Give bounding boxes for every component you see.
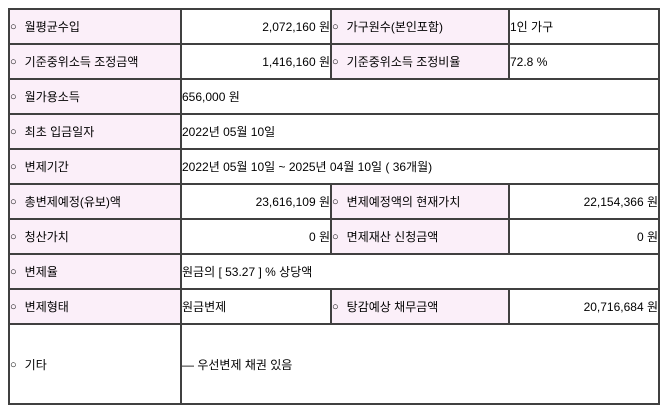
label-text: 청산가치 bbox=[24, 230, 69, 244]
label-cell-misc: ○ 기타 bbox=[8, 323, 182, 405]
label-cell-repayment-period: ○ 변제기간 bbox=[8, 148, 182, 185]
label-text: 면제재산 신청금액 bbox=[346, 230, 439, 244]
value-cell-median-income-ratio: 72.8 % bbox=[508, 43, 660, 80]
label-cell-expected-forgiven-debt: ○ 탕감예상 채무금액 bbox=[330, 288, 510, 325]
value-cell-repayment-period: 2022년 05월 10일 ~ 2025년 04월 10일 ( 36개월) bbox=[180, 148, 660, 185]
value-cell-repayment-type: 원금변제 bbox=[180, 288, 332, 325]
table-row-disposable-income: ○ 월가용소득 656,000 원 bbox=[8, 78, 660, 115]
circle-bullet-icon: ○ bbox=[10, 56, 17, 68]
circle-bullet-icon: ○ bbox=[10, 266, 17, 278]
value-cell-exempt-property: 0 원 bbox=[508, 218, 660, 255]
label-cell-median-income-amount: ○ 기준중위소득 조정금액 bbox=[8, 43, 182, 80]
label-text: 기준중위소득 조정금액 bbox=[24, 55, 139, 69]
label-text: 변제기간 bbox=[24, 160, 69, 174]
label-text: 최초 입금일자 bbox=[24, 125, 95, 139]
circle-bullet-icon: ○ bbox=[10, 21, 17, 33]
table-row-repayment-period: ○ 변제기간 2022년 05월 10일 ~ 2025년 04월 10일 ( 36… bbox=[8, 148, 660, 185]
value-cell-liquidation-value: 0 원 bbox=[180, 218, 332, 255]
circle-bullet-icon: ○ bbox=[332, 21, 339, 33]
table-row-repayment-rate: ○ 변제율 원금의 [ 53.27 ] % 상당액 bbox=[8, 253, 660, 290]
circle-bullet-icon: ○ bbox=[10, 231, 17, 243]
label-cell-repayment-rate: ○ 변제율 bbox=[8, 253, 182, 290]
label-text: 변제형태 bbox=[24, 300, 69, 314]
label-text: 총변제예정(유보)액 bbox=[24, 195, 121, 209]
circle-bullet-icon: ○ bbox=[332, 301, 339, 313]
label-cell-median-income-ratio: ○ 기준중위소득 조정비율 bbox=[330, 43, 510, 80]
label-text: 가구원수(본인포함) bbox=[346, 20, 443, 34]
table-row-liquidation-value: ○ 청산가치 0 원 ○ 면제재산 신청금액 0 원 bbox=[8, 218, 660, 255]
table-row-first-deposit-date: ○ 최초 입금일자 2022년 05월 10일 bbox=[8, 113, 660, 150]
label-text: 기준중위소득 조정비율 bbox=[346, 55, 461, 69]
value-cell-repayment-rate: 원금의 [ 53.27 ] % 상당액 bbox=[180, 253, 660, 290]
table-row-median-income-adjusted: ○ 기준중위소득 조정금액 1,416,160 원 ○ 기준중위소득 조정비율 72… bbox=[8, 43, 660, 80]
circle-bullet-icon: ○ bbox=[10, 196, 17, 208]
value-cell-total-planned-repayment: 23,616,109 원 bbox=[180, 183, 332, 220]
table-row-total-planned-repayment: ○ 총변제예정(유보)액 23,616,109 원 ○ 변제예정액의 현재가치 22… bbox=[8, 183, 660, 220]
label-cell-household-size: ○ 가구원수(본인포함) bbox=[330, 8, 510, 45]
label-cell-monthly-income: ○ 월평균수입 bbox=[8, 8, 182, 45]
value-cell-household-size: 1인 가구 bbox=[508, 8, 660, 45]
label-text: 변제율 bbox=[24, 265, 58, 279]
value-cell-first-deposit-date: 2022년 05월 10일 bbox=[180, 113, 660, 150]
circle-bullet-icon: ○ bbox=[10, 301, 17, 313]
label-text: 탕감예상 채무금액 bbox=[346, 300, 439, 314]
value-cell-median-income-amount: 1,416,160 원 bbox=[180, 43, 332, 80]
value-cell-misc: ― 우선변제 채권 있음 bbox=[180, 323, 660, 405]
label-cell-first-deposit-date: ○ 최초 입금일자 bbox=[8, 113, 182, 150]
circle-bullet-icon: ○ bbox=[10, 358, 17, 371]
label-text: 월가용소득 bbox=[24, 90, 80, 104]
label-cell-exempt-property: ○ 면제재산 신청금액 bbox=[330, 218, 510, 255]
circle-bullet-icon: ○ bbox=[10, 126, 17, 138]
repayment-plan-table: ○ 월평균수입 2,072,160 원 ○ 가구원수(본인포함) 1인 가구 ○ 기준… bbox=[8, 8, 660, 405]
label-text: 월평균수입 bbox=[24, 20, 80, 34]
value-cell-present-value: 22,154,366 원 bbox=[508, 183, 660, 220]
label-cell-total-planned-repayment: ○ 총변제예정(유보)액 bbox=[8, 183, 182, 220]
circle-bullet-icon: ○ bbox=[332, 56, 339, 68]
table-row-monthly-income: ○ 월평균수입 2,072,160 원 ○ 가구원수(본인포함) 1인 가구 bbox=[8, 8, 660, 45]
circle-bullet-icon: ○ bbox=[332, 196, 339, 208]
circle-bullet-icon: ○ bbox=[10, 91, 17, 103]
value-cell-disposable-income: 656,000 원 bbox=[180, 78, 660, 115]
circle-bullet-icon: ○ bbox=[10, 161, 17, 173]
value-cell-expected-forgiven-debt: 20,716,684 원 bbox=[508, 288, 660, 325]
label-cell-present-value: ○ 변제예정액의 현재가치 bbox=[330, 183, 510, 220]
table-row-repayment-type: ○ 변제형태 원금변제 ○ 탕감예상 채무금액 20,716,684 원 bbox=[8, 288, 660, 325]
label-text: 변제예정액의 현재가치 bbox=[346, 195, 461, 209]
label-text: 기타 bbox=[24, 357, 47, 372]
label-cell-liquidation-value: ○ 청산가치 bbox=[8, 218, 182, 255]
table-row-misc: ○ 기타 ― 우선변제 채권 있음 bbox=[8, 323, 660, 405]
label-cell-repayment-type: ○ 변제형태 bbox=[8, 288, 182, 325]
circle-bullet-icon: ○ bbox=[332, 231, 339, 243]
value-cell-monthly-income: 2,072,160 원 bbox=[180, 8, 332, 45]
label-cell-disposable-income: ○ 월가용소득 bbox=[8, 78, 182, 115]
